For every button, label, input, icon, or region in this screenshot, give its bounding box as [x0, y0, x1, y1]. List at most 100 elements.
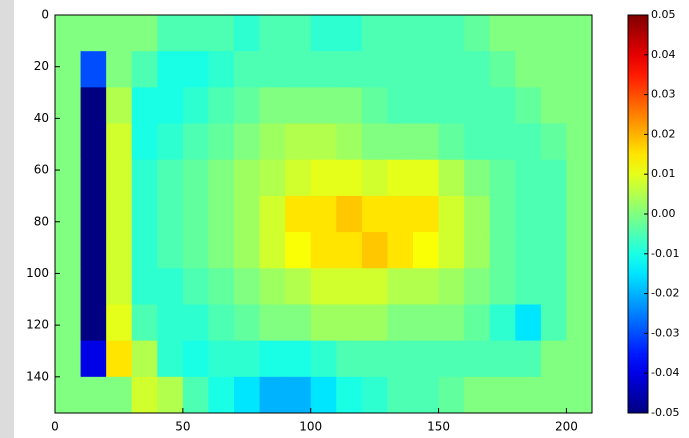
heatmap-cell — [566, 376, 593, 414]
heatmap-cell — [234, 123, 261, 161]
plot-frame — [54, 14, 593, 414]
heatmap-cell — [234, 51, 261, 88]
heatmap-cell — [540, 195, 567, 233]
heatmap-cell — [310, 340, 337, 378]
heatmap-cell — [55, 340, 82, 378]
heatmap-cell — [80, 340, 107, 378]
heatmap-cell — [208, 268, 235, 305]
heatmap-cell — [438, 232, 465, 269]
heatmap-cell — [361, 15, 388, 52]
heatmap-cell — [413, 340, 440, 378]
heatmap-cell — [182, 15, 209, 52]
heatmap-cell — [464, 376, 491, 414]
heatmap-cell — [285, 304, 312, 342]
heatmap-cell — [259, 15, 286, 52]
y-tick-label: 60 — [34, 163, 49, 177]
heatmap-cell — [464, 51, 491, 88]
heatmap-cell — [285, 159, 312, 197]
heatmap-cell — [413, 376, 440, 414]
colorbar-tick-label: 0.01 — [651, 167, 676, 180]
heatmap-cell — [515, 159, 542, 197]
heatmap-cell — [157, 123, 184, 161]
heatmap-cell — [80, 15, 107, 52]
heatmap-cell — [566, 15, 593, 52]
heatmap-cell — [285, 376, 312, 414]
heatmap-cell — [182, 340, 209, 378]
heatmap-cell — [259, 87, 286, 125]
heatmap-cell — [182, 232, 209, 269]
y-tick-label: 40 — [34, 111, 49, 125]
colorbar-tick-label: 0.04 — [651, 48, 676, 61]
heatmap-cell — [106, 87, 133, 125]
heatmap-cell — [131, 15, 158, 52]
heatmap-cell — [285, 268, 312, 305]
heatmap-cell — [540, 376, 567, 414]
heatmap-cell — [259, 232, 286, 269]
x-tick-label: 50 — [175, 420, 190, 434]
heatmap-cell — [413, 268, 440, 305]
heatmap-cell — [106, 340, 133, 378]
heatmap-cell — [413, 123, 440, 161]
heatmap-cell — [515, 51, 542, 88]
heatmap-cell — [515, 195, 542, 233]
heatmap-cell — [336, 15, 363, 52]
x-tick-label: 0 — [51, 420, 59, 434]
heatmap-cell — [310, 195, 337, 233]
heatmap-cell — [336, 340, 363, 378]
heatmap-cell — [234, 195, 261, 233]
heatmap-cell — [157, 195, 184, 233]
heatmap-cell — [208, 304, 235, 342]
heatmap-cell — [55, 232, 82, 269]
heatmap-cell — [413, 232, 440, 269]
heatmap-cell — [387, 159, 414, 197]
heatmap-cell — [157, 268, 184, 305]
heatmap-cell — [361, 304, 388, 342]
y-tick-label: 120 — [26, 318, 49, 332]
heatmap-cell — [80, 268, 107, 305]
heatmap-cell — [182, 159, 209, 197]
heatmap-cell — [80, 376, 107, 414]
heatmap-cell — [310, 232, 337, 269]
heatmap-cell — [464, 15, 491, 52]
heatmap-cell — [106, 123, 133, 161]
heatmap-cell — [438, 340, 465, 378]
heatmap-cell — [566, 51, 593, 88]
heatmap-cell — [131, 340, 158, 378]
heatmap-cell — [515, 376, 542, 414]
heatmap-cell — [157, 51, 184, 88]
heatmap-cell — [566, 232, 593, 269]
heatmap-cell — [80, 87, 107, 125]
heatmap-cell — [361, 195, 388, 233]
heatmap-cell — [106, 15, 133, 52]
heatmap-cell — [515, 232, 542, 269]
y-tick-label: 0 — [41, 8, 49, 22]
heatmap-cell — [387, 232, 414, 269]
heatmap-cell — [310, 376, 337, 414]
y-tick-label: 100 — [26, 266, 49, 280]
heatmap-cell — [285, 123, 312, 161]
heatmap-cell — [55, 159, 82, 197]
heatmap-cell — [336, 123, 363, 161]
y-tick-label: 140 — [26, 369, 49, 383]
heatmap-cell — [310, 51, 337, 88]
heatmap-cell — [438, 195, 465, 233]
heatmap-cell — [208, 195, 235, 233]
heatmap-cell — [336, 51, 363, 88]
heatmap-cell — [438, 304, 465, 342]
heatmap-cell — [361, 232, 388, 269]
heatmap-cell — [259, 51, 286, 88]
side-panel — [0, 0, 14, 438]
heatmap-cell — [438, 51, 465, 88]
heatmap-cell — [80, 123, 107, 161]
colorbar-tick-label: -0.05 — [651, 406, 679, 419]
heatmap-cell — [208, 159, 235, 197]
heatmap-cell — [285, 195, 312, 233]
heatmap-cell — [55, 195, 82, 233]
heatmap-cell — [182, 195, 209, 233]
heatmap-cell — [285, 51, 312, 88]
heatmap-cell — [438, 87, 465, 125]
heatmap-cell — [208, 51, 235, 88]
heatmap-cell — [540, 159, 567, 197]
heatmap-cell — [464, 123, 491, 161]
